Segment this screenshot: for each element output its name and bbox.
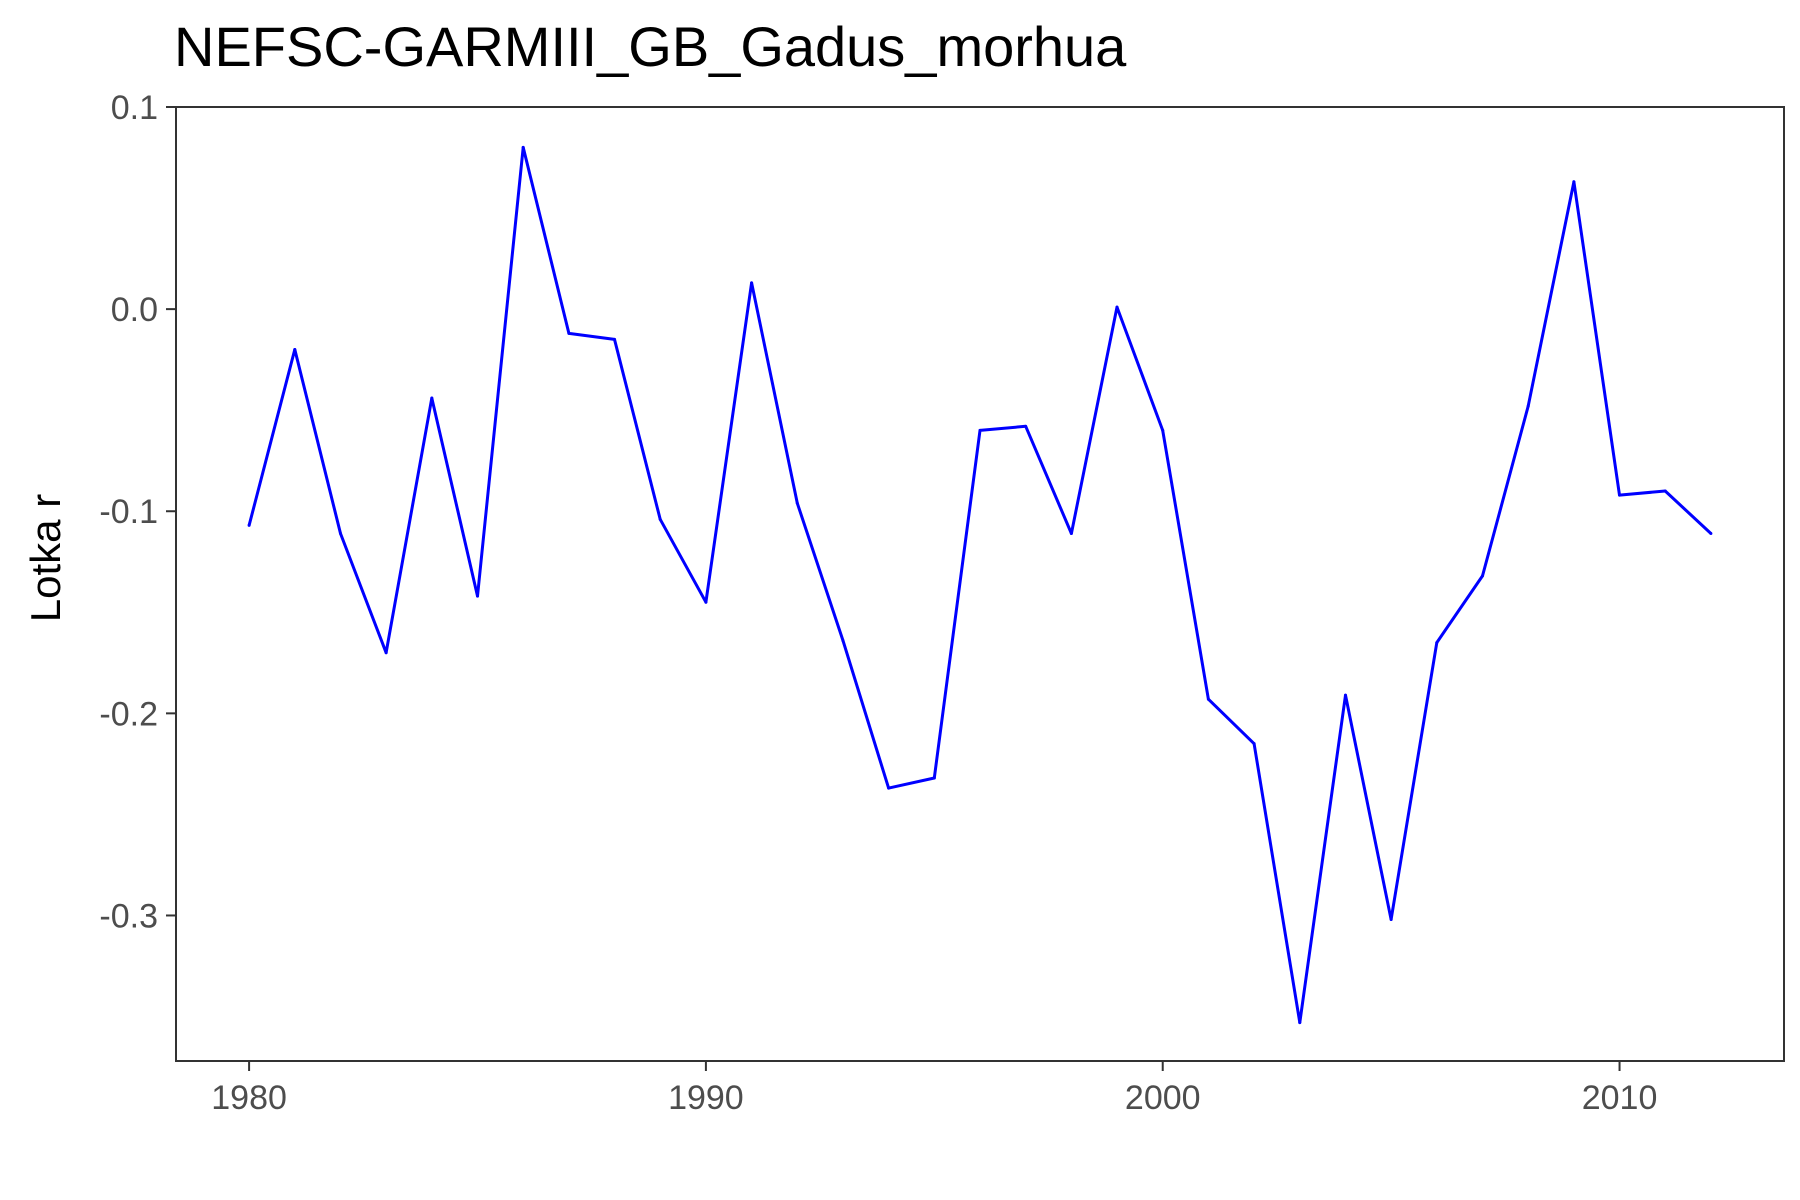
data-point xyxy=(1481,574,1484,578)
data-point xyxy=(384,651,388,655)
y-tick-label: -0.3 xyxy=(99,897,158,935)
data-point xyxy=(750,281,754,285)
x-tick-label: 2000 xyxy=(1125,1079,1201,1117)
data-point xyxy=(887,786,891,790)
x-axis: 1980 1990 2000 2010 xyxy=(211,1061,1657,1117)
plot-panel xyxy=(175,106,1785,1062)
data-point xyxy=(1069,531,1073,535)
data-point xyxy=(338,531,342,535)
data-point xyxy=(1663,489,1667,493)
series-line xyxy=(247,145,1712,1025)
y-tick-label: 0.1 xyxy=(111,89,158,127)
data-point xyxy=(430,396,434,400)
data-point xyxy=(476,594,479,598)
data-point xyxy=(932,776,936,780)
y-tick-label: -0.2 xyxy=(99,695,158,733)
data-point xyxy=(247,523,251,527)
data-point xyxy=(1161,428,1165,432)
data-point xyxy=(293,348,297,352)
data-point xyxy=(704,600,708,604)
data-point xyxy=(1709,531,1713,535)
x-tick-label: 1990 xyxy=(668,1079,744,1117)
data-point xyxy=(1115,305,1119,309)
y-axis-title: Lotka r xyxy=(22,494,69,622)
data-point xyxy=(1618,493,1622,497)
data-point xyxy=(521,145,525,149)
chart-title: NEFSC-GARMIII_GB_Gadus_morhua xyxy=(174,15,1127,78)
y-axis: -0.3 -0.2 -0.1 0.0 0.1 xyxy=(99,89,176,935)
data-point xyxy=(1572,180,1576,184)
data-point xyxy=(1298,1021,1302,1025)
data-point xyxy=(613,337,617,341)
data-point xyxy=(1252,742,1256,746)
x-tick-label: 1980 xyxy=(211,1079,287,1117)
data-point xyxy=(978,428,982,432)
data-point xyxy=(1526,404,1530,408)
y-tick-label: -0.1 xyxy=(99,493,158,531)
data-point xyxy=(841,639,845,643)
y-tick-label: 0.0 xyxy=(111,291,158,329)
data-point xyxy=(1343,693,1347,697)
series-layer xyxy=(247,145,1713,1025)
data-point xyxy=(795,501,799,505)
data-point xyxy=(567,331,571,335)
data-point xyxy=(1435,641,1439,645)
x-tick-label: 2010 xyxy=(1582,1079,1658,1117)
data-point xyxy=(658,517,662,521)
data-point xyxy=(1024,424,1028,428)
data-point xyxy=(1389,918,1393,922)
data-point xyxy=(1206,697,1210,701)
